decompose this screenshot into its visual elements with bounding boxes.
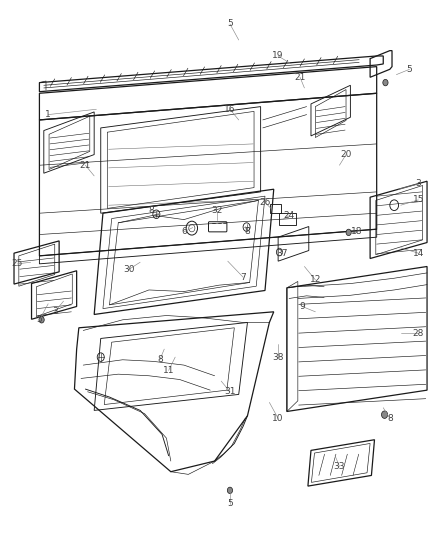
Circle shape	[39, 317, 44, 323]
Text: 24: 24	[283, 212, 295, 220]
Text: 5: 5	[227, 499, 233, 508]
Text: 12: 12	[310, 276, 321, 284]
Text: 8: 8	[157, 356, 163, 364]
Bar	[279, 213, 296, 225]
Text: 10: 10	[272, 414, 284, 423]
Bar	[270, 204, 281, 213]
Circle shape	[381, 411, 388, 418]
Circle shape	[227, 487, 233, 494]
Text: 3: 3	[415, 180, 421, 188]
Text: 5: 5	[227, 20, 233, 28]
Text: 19: 19	[272, 52, 284, 60]
Circle shape	[383, 79, 388, 86]
Text: 20: 20	[340, 150, 352, 159]
Text: 26: 26	[259, 198, 271, 207]
Text: 8: 8	[244, 228, 251, 236]
Text: 5: 5	[36, 316, 42, 324]
Text: 6: 6	[181, 228, 187, 236]
Text: 28: 28	[413, 329, 424, 337]
Text: 38: 38	[272, 353, 284, 361]
Text: 1: 1	[45, 110, 51, 119]
Text: 18: 18	[351, 228, 363, 236]
Text: 8: 8	[387, 414, 393, 423]
Text: 14: 14	[413, 249, 424, 257]
Text: 33: 33	[334, 462, 345, 471]
Text: 25: 25	[12, 260, 23, 268]
Text: 31: 31	[224, 387, 236, 396]
Text: 11: 11	[163, 366, 174, 375]
Text: 3: 3	[52, 308, 58, 316]
Text: 21: 21	[294, 73, 306, 82]
Text: 8: 8	[148, 206, 154, 215]
Circle shape	[346, 229, 351, 236]
Text: 5: 5	[406, 65, 413, 74]
Text: 15: 15	[413, 196, 424, 204]
Text: 21: 21	[80, 161, 91, 169]
Text: 9: 9	[299, 302, 305, 311]
Text: 30: 30	[124, 265, 135, 273]
Text: 7: 7	[240, 273, 246, 281]
Text: 37: 37	[277, 249, 288, 257]
Text: 16: 16	[224, 105, 236, 114]
Text: 32: 32	[211, 206, 223, 215]
